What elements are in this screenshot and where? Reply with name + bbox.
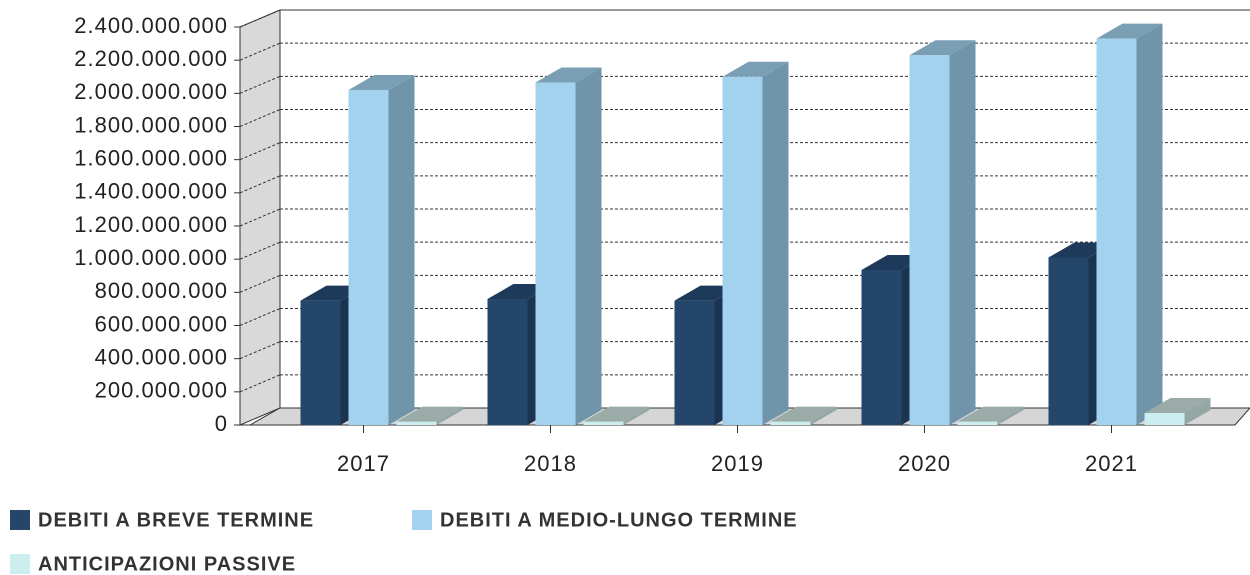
bar-front — [722, 76, 763, 425]
bar-top — [348, 75, 415, 91]
grid-line — [239, 308, 281, 326]
grid-line — [239, 9, 281, 28]
bar-front — [300, 300, 341, 425]
bar-front — [396, 421, 437, 425]
grid-line — [239, 341, 281, 360]
x-tick-label: 2020 — [898, 451, 951, 476]
bar-top — [583, 406, 650, 422]
bar-side — [436, 406, 463, 425]
bar — [909, 40, 976, 426]
y-tick-label: 1.800.000.000 — [74, 112, 228, 137]
bar-side — [623, 406, 650, 425]
x-tick-label: 2018 — [524, 451, 577, 476]
y-tick-label: 0 — [215, 411, 228, 436]
bar — [535, 67, 602, 425]
y-tick-label: 2.000.000.000 — [74, 79, 228, 104]
bar-top — [957, 406, 1024, 422]
bar-front — [1048, 257, 1089, 425]
bar-front — [861, 269, 902, 425]
y-tick-label: 1.200.000.000 — [74, 212, 228, 237]
grid-line — [239, 274, 281, 293]
legend-swatch — [10, 510, 30, 530]
bar-side — [997, 406, 1024, 425]
grid-line — [239, 75, 281, 94]
bar-side — [388, 75, 415, 426]
y-tick-label: 2.200.000.000 — [74, 46, 228, 71]
legend-label: ANTICIPAZIONI PASSIVE — [38, 553, 296, 575]
bar-front — [583, 421, 624, 425]
grid-line — [239, 208, 281, 227]
y-tick-label: 200.000.000 — [95, 378, 228, 403]
y-tick-label: 400.000.000 — [95, 344, 228, 369]
bar-top — [535, 67, 602, 83]
bar-side — [1136, 23, 1163, 425]
bar-side — [949, 40, 976, 426]
bar-top — [770, 406, 837, 422]
y-tick-label: 600.000.000 — [95, 311, 228, 336]
bar-top — [909, 40, 976, 56]
bar — [722, 61, 789, 425]
legend-swatch — [10, 554, 30, 574]
bar-front — [1144, 413, 1185, 425]
legend-swatch — [412, 510, 432, 530]
bar-front — [909, 55, 950, 426]
y-tick-label: 800.000.000 — [95, 278, 228, 303]
bar-front — [674, 300, 715, 425]
bar-front — [1096, 38, 1137, 425]
x-tick-label: 2019 — [711, 451, 764, 476]
grid-line — [239, 374, 281, 393]
bar-top — [1144, 398, 1211, 414]
bar-top — [1096, 23, 1163, 39]
bar-front — [487, 298, 528, 425]
grid-line — [239, 175, 281, 194]
bar — [348, 75, 415, 426]
bar-front — [957, 421, 998, 425]
y-tick-label: 1.400.000.000 — [74, 179, 228, 204]
y-tick-label: 1.000.000.000 — [74, 245, 228, 270]
bar — [1144, 398, 1211, 425]
grid-line — [239, 241, 281, 260]
bar-top — [396, 406, 463, 422]
bar — [770, 406, 837, 425]
x-tick-label: 2021 — [1085, 451, 1138, 476]
bar-side — [1184, 398, 1211, 425]
grid-line — [239, 42, 281, 61]
bar-top — [722, 61, 789, 77]
y-tick-label: 2.400.000.000 — [74, 13, 228, 38]
x-tick-label: 2017 — [337, 451, 390, 476]
grid-line — [239, 142, 281, 161]
legend-label: DEBITI A MEDIO-LUNGO TERMINE — [440, 509, 798, 531]
bar-front — [348, 90, 389, 426]
bar-front — [770, 421, 811, 425]
bar — [583, 406, 650, 425]
bar — [1096, 23, 1163, 425]
bar-side — [575, 67, 602, 425]
bar-side — [810, 406, 837, 425]
grid-line — [239, 109, 281, 127]
y-tick-label: 1.600.000.000 — [74, 145, 228, 170]
bar-front — [535, 82, 576, 425]
bar — [396, 406, 463, 425]
bar — [957, 406, 1024, 425]
bar-side — [762, 61, 789, 425]
legend-label: DEBITI A BREVE TERMINE — [38, 509, 314, 531]
